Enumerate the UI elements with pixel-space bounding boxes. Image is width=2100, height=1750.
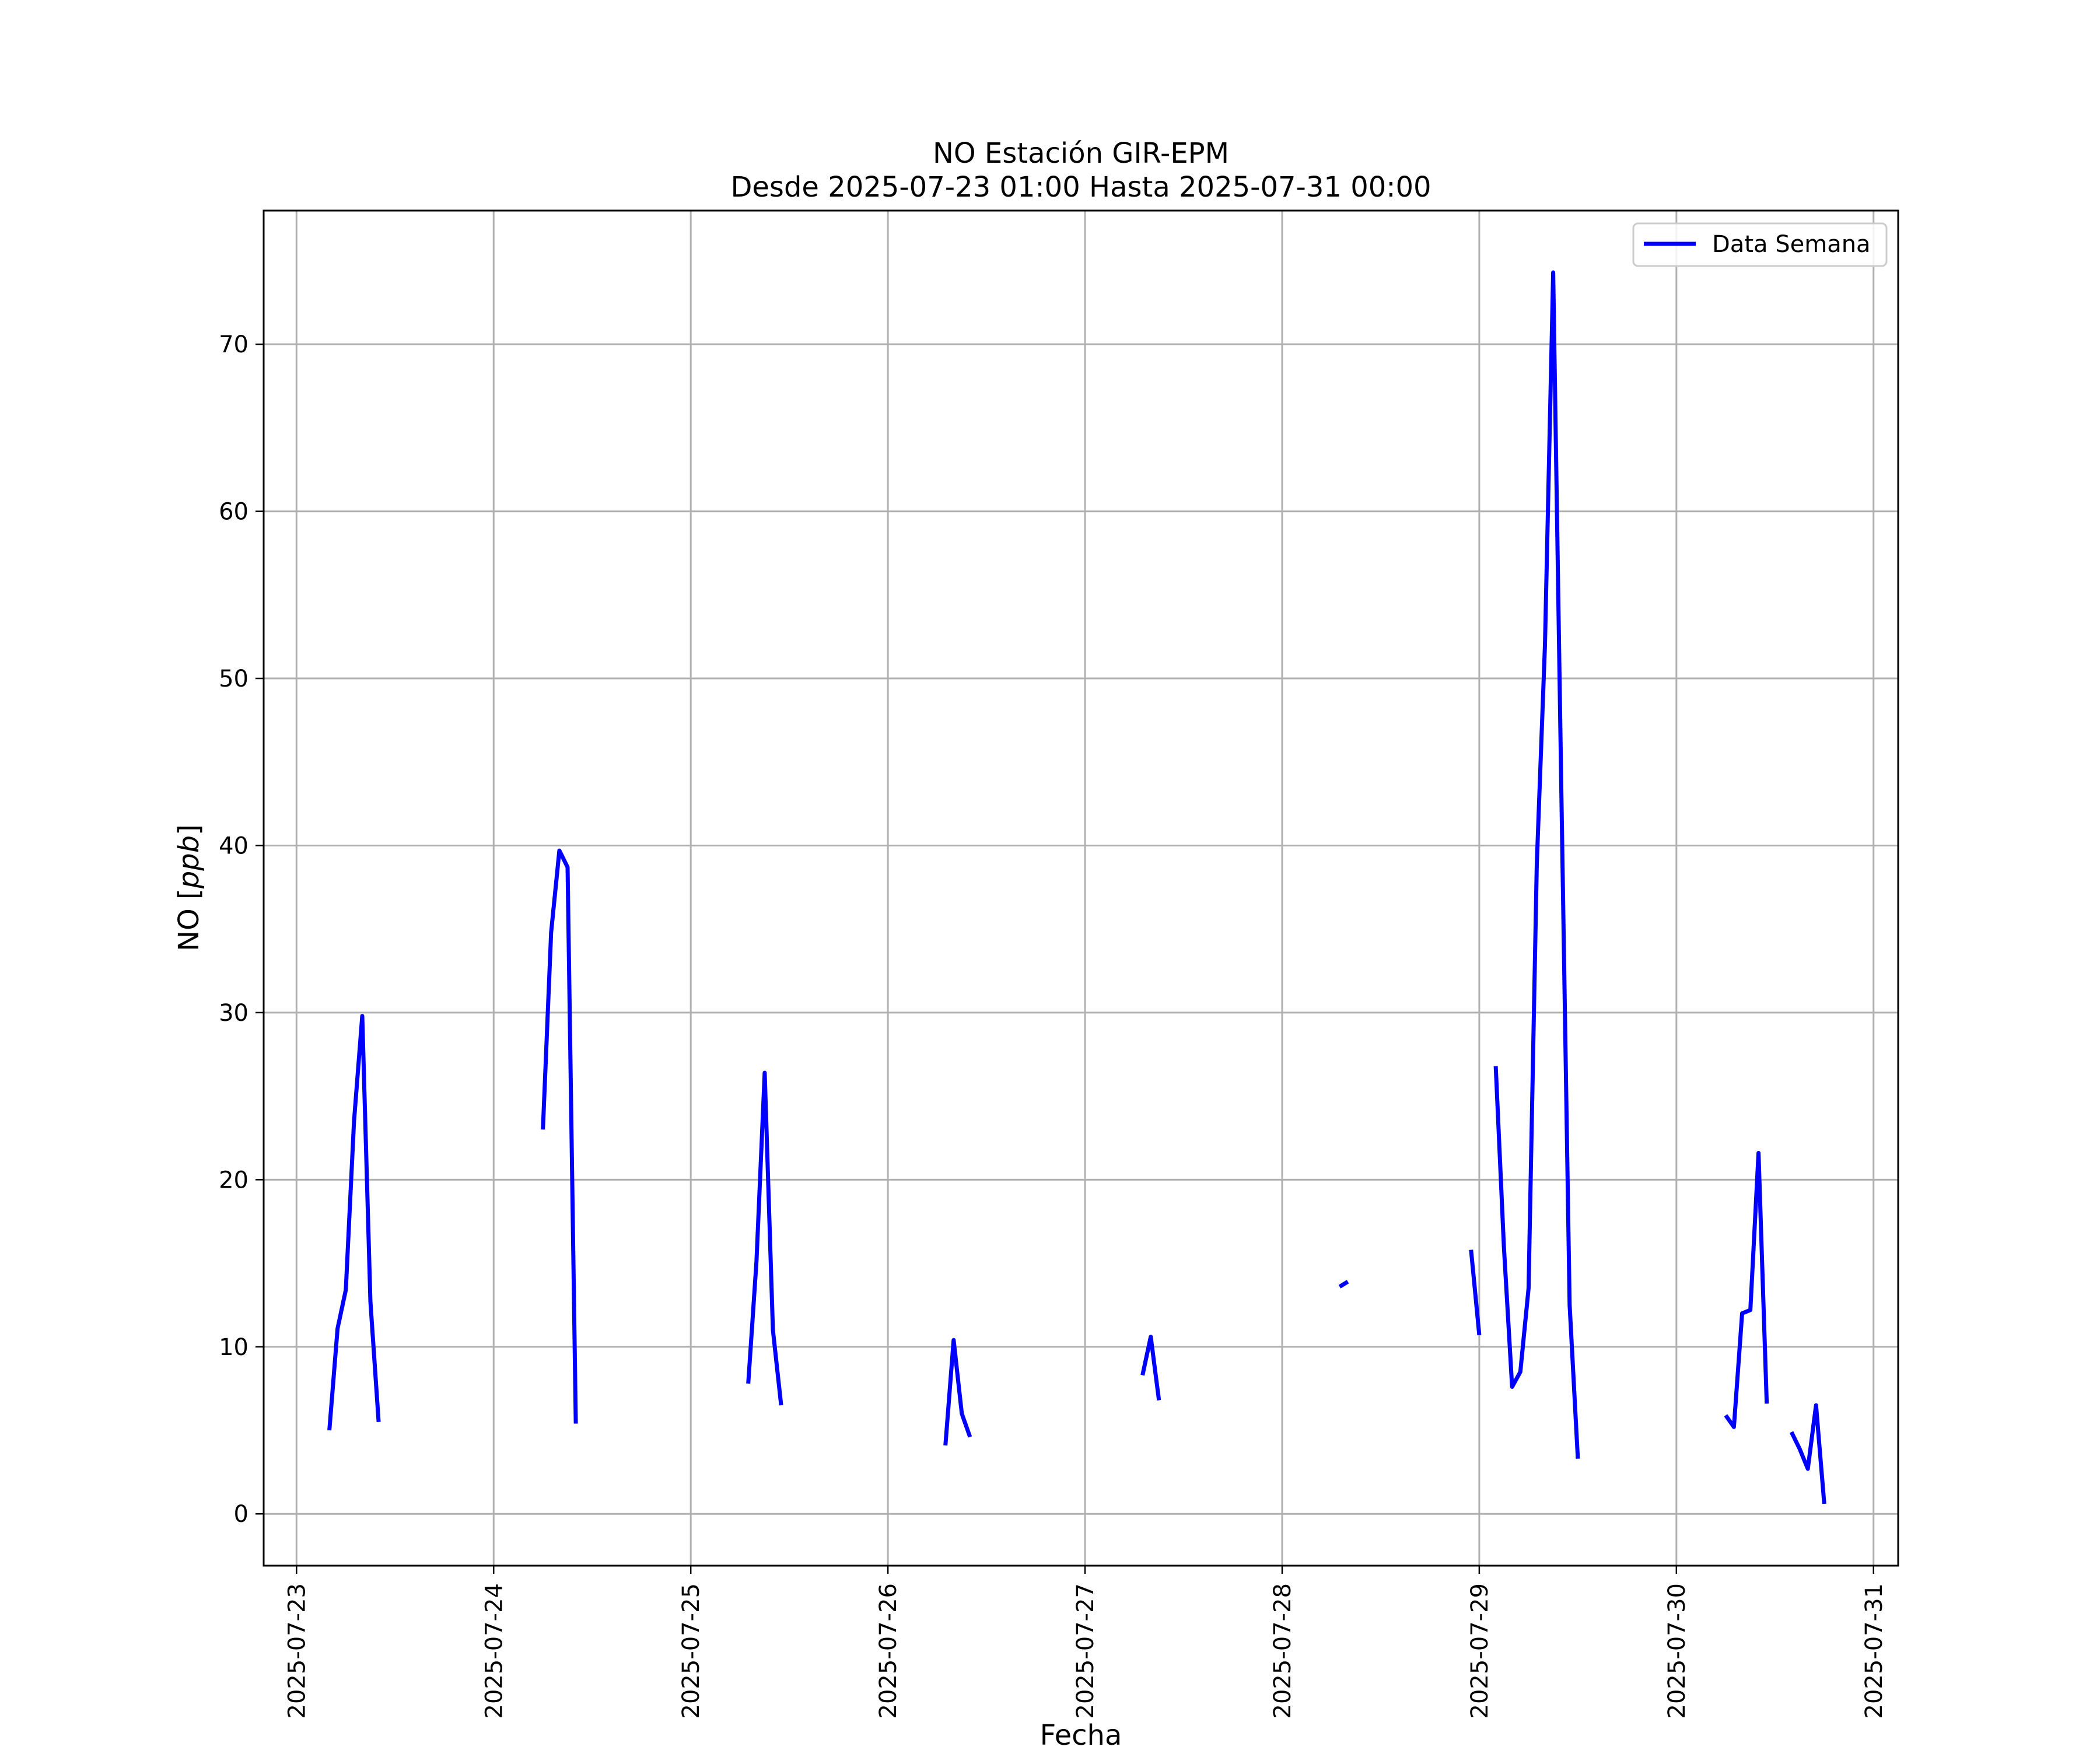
x-tick-label: 2025-07-27: [1072, 1583, 1099, 1718]
grid: [264, 211, 1898, 1566]
y-tick-label: 70: [219, 331, 249, 358]
series-line-segment: [746, 1070, 783, 1406]
series-line-segment: [1469, 1250, 1482, 1336]
x-tick-label: 2025-07-29: [1466, 1583, 1493, 1718]
x-tick-label: 2025-07-31: [1861, 1583, 1888, 1718]
series-line-segment: [327, 1014, 381, 1431]
y-tick-label: 40: [219, 832, 249, 859]
series-line-segment: [1789, 1403, 1826, 1504]
y-tick-label: 20: [219, 1167, 249, 1194]
chart-subtitle: Desde 2025-07-23 01:00 Hasta 2025-07-31 …: [730, 171, 1431, 204]
plot-frame: [262, 209, 1899, 1567]
y-axis-ticks: 0 10 20 30 40 50 60 70: [219, 331, 264, 1528]
chart-title: NO Estación GIR-EPM: [933, 137, 1229, 170]
y-tick-label: 60: [219, 499, 249, 526]
series-line-segment: [1338, 1280, 1349, 1289]
legend-label-data-semana: Data Semana: [1712, 231, 1871, 258]
series-line-segment: [1493, 270, 1580, 1459]
y-axis-label-unit: ppb: [173, 835, 205, 889]
series-line-segment: [541, 848, 578, 1424]
x-tick-label: 2025-07-24: [481, 1583, 508, 1718]
series-data-semana: [327, 270, 1826, 1504]
y-tick-label: 30: [219, 1000, 249, 1027]
y-tick-label: 10: [219, 1334, 249, 1361]
series-line-segment: [943, 1338, 972, 1446]
legend-box: [1632, 222, 1888, 267]
x-axis-label: Fecha: [1040, 1719, 1122, 1750]
y-axis-label: NO [ppb]: [173, 824, 205, 951]
series-line-segment: [1724, 1151, 1769, 1429]
y-tick-label: 0: [234, 1501, 249, 1528]
x-tick-label: 2025-07-26: [875, 1583, 902, 1718]
y-axis-label-close: ]: [173, 824, 205, 835]
x-tick-label: 2025-07-25: [678, 1583, 705, 1718]
y-axis-label-text: NO [: [173, 888, 205, 951]
x-tick-label: 2025-07-28: [1269, 1583, 1296, 1718]
x-tick-label: 2025-07-30: [1664, 1583, 1690, 1718]
x-axis-ticks: 2025-07-23 2025-07-24 2025-07-25 2025-07-26…: [284, 1566, 1888, 1718]
legend: Data Semana: [1632, 222, 1888, 267]
x-tick-label: 2025-07-23: [284, 1583, 310, 1718]
y-tick-label: 50: [219, 666, 249, 692]
series-line-segment: [1140, 1335, 1161, 1401]
